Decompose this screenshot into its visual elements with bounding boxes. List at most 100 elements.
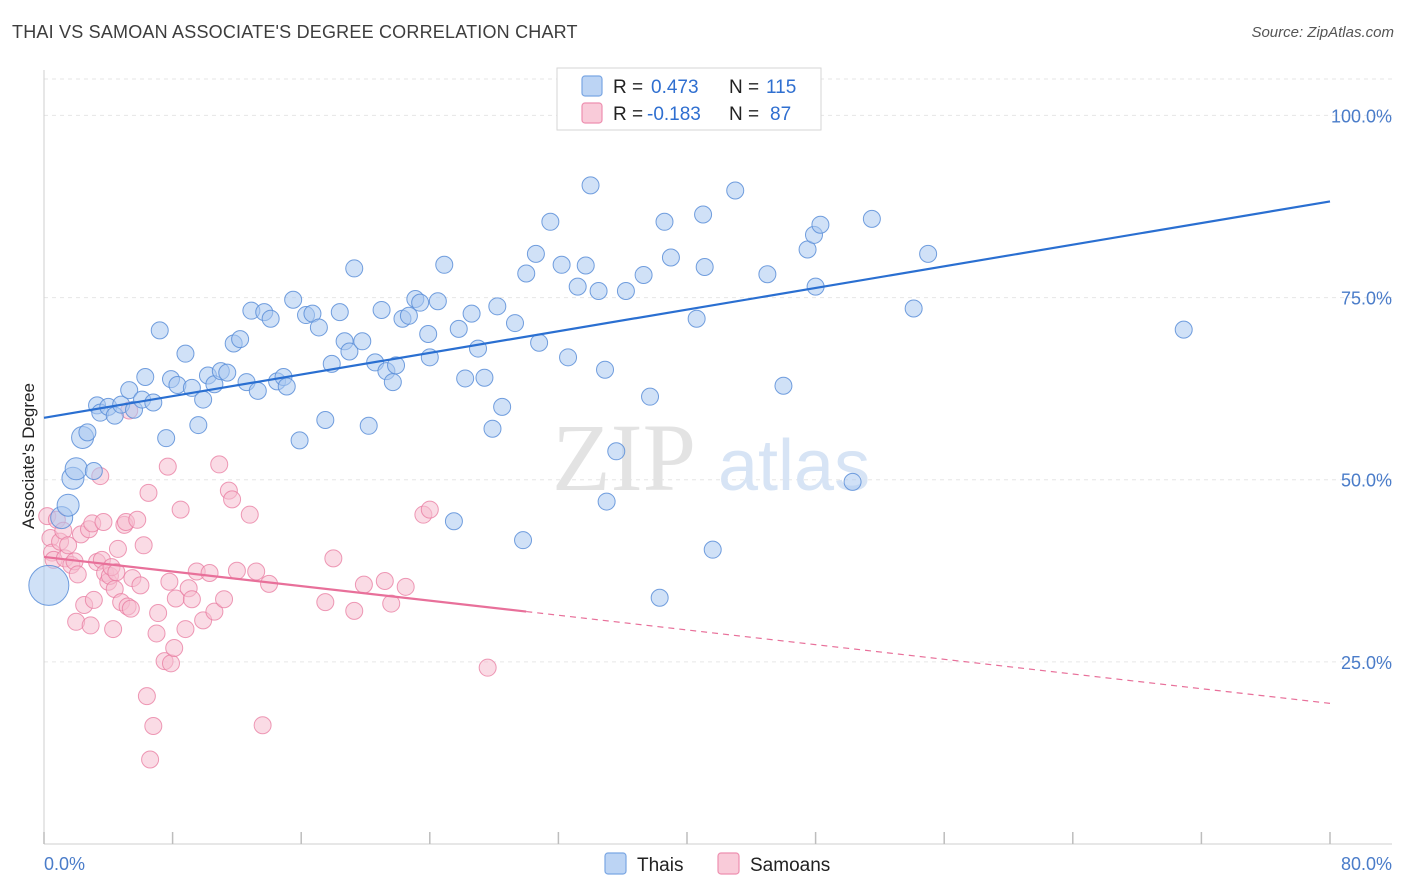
thai-point — [505, 314, 524, 333]
legend-swatch-thai — [581, 75, 603, 97]
thai-point — [290, 431, 309, 450]
thai-point — [661, 248, 680, 267]
samoan-point — [158, 457, 177, 476]
thai-point — [469, 339, 488, 358]
samoan-point — [171, 500, 190, 519]
samoan-point — [141, 750, 160, 769]
thai-point — [483, 419, 502, 438]
samoan-point — [84, 590, 103, 609]
source-note: Source: ZipAtlas.com — [1251, 24, 1394, 41]
thai-point — [428, 292, 447, 311]
thai-trend-line — [43, 200, 1331, 419]
samoan-point — [420, 500, 439, 519]
thai-point — [552, 255, 571, 274]
thai-point — [435, 255, 454, 274]
thai-point — [650, 588, 669, 607]
thai-point — [419, 325, 438, 343]
thai-point — [1174, 320, 1193, 339]
legend-n-label-thai: N = — [729, 77, 759, 98]
thai-point — [559, 348, 578, 367]
samoan-point — [182, 590, 201, 609]
samoan-point — [223, 490, 242, 509]
x-tick-label-max: 80.0% — [1341, 854, 1392, 874]
legend-r-value-thai: 0.473 — [651, 77, 699, 98]
thai-point — [120, 381, 139, 400]
y-tick-label: 25.0% — [1341, 653, 1392, 673]
samoan-point — [68, 565, 87, 584]
samoan-point — [121, 599, 140, 618]
samoan-point — [354, 575, 373, 594]
samoan-point — [144, 716, 163, 735]
samoan-point — [165, 639, 184, 658]
y-tick-label: 75.0% — [1341, 289, 1392, 309]
thai-point — [576, 256, 595, 275]
samoan-point — [375, 571, 394, 590]
thai-point — [189, 416, 208, 435]
samoan-point — [104, 620, 123, 639]
samoan-point — [240, 505, 259, 524]
thai-point — [456, 369, 475, 388]
samoan-point — [253, 716, 272, 735]
samoan-point — [478, 658, 497, 677]
thai-point — [449, 319, 468, 338]
samoan-trend-line — [43, 555, 527, 613]
thai-point — [462, 304, 481, 323]
thai-point — [150, 321, 169, 340]
thai-point — [136, 367, 155, 386]
samoan-point — [131, 576, 150, 595]
thai-point — [607, 442, 626, 461]
thai-point — [168, 376, 187, 394]
thai-point — [541, 212, 560, 231]
legend-r-value-samoan: -0.183 — [647, 104, 701, 125]
y-tick-labels: 25.0% 50.0% 75.0% 100.0% — [1331, 106, 1392, 672]
thai-point — [383, 373, 402, 392]
thai-point — [284, 290, 303, 309]
thai-point — [359, 416, 378, 435]
axes — [43, 70, 1392, 845]
thai-point — [78, 423, 97, 442]
samoan-point — [108, 539, 127, 558]
thai-point — [774, 376, 793, 395]
thai-point — [695, 257, 714, 276]
thai-point — [517, 264, 536, 283]
thai-point — [843, 472, 862, 491]
thai-point — [28, 564, 70, 606]
thai-point — [526, 244, 545, 263]
grid-lines — [44, 78, 1392, 663]
samoan-point — [200, 563, 219, 582]
thai-point — [261, 309, 280, 328]
samoan-series — [38, 401, 497, 769]
thai-point — [399, 306, 418, 325]
samoan-point — [128, 510, 147, 529]
thai-point — [703, 540, 722, 559]
thai-point — [655, 212, 674, 231]
thai-point — [726, 181, 745, 200]
samoan-point — [176, 620, 195, 639]
thai-point — [56, 493, 80, 517]
thai-point — [84, 461, 103, 480]
chart-title: THAI VS SAMOAN ASSOCIATE'S DEGREE CORREL… — [12, 22, 578, 42]
bottom-legend-label-samoans: Samoans — [750, 855, 830, 876]
samoan-point — [161, 654, 180, 673]
samoan-point — [316, 593, 335, 612]
thai-point — [488, 297, 507, 316]
samoan-point — [137, 687, 156, 706]
bottom-legend-swatch-samoans — [717, 852, 740, 875]
y-tick-label: 100.0% — [1331, 106, 1392, 126]
samoan-point — [345, 601, 364, 620]
legend-r-label-thai: R = — [613, 77, 643, 98]
thai-point — [218, 363, 237, 382]
thai-point — [597, 492, 616, 511]
thai-point — [581, 176, 600, 195]
y-axis-title: Associate's Degree — [19, 383, 38, 529]
thai-point — [64, 457, 88, 481]
thai-point — [277, 377, 296, 396]
watermark-atlas: atlas — [718, 426, 870, 506]
thai-point — [316, 410, 335, 429]
thai-point — [475, 368, 494, 387]
thai-point — [687, 309, 706, 328]
samoan-point — [227, 561, 246, 580]
samoan-point — [215, 590, 234, 609]
thai-point — [144, 393, 163, 412]
trend-lines — [43, 200, 1331, 704]
